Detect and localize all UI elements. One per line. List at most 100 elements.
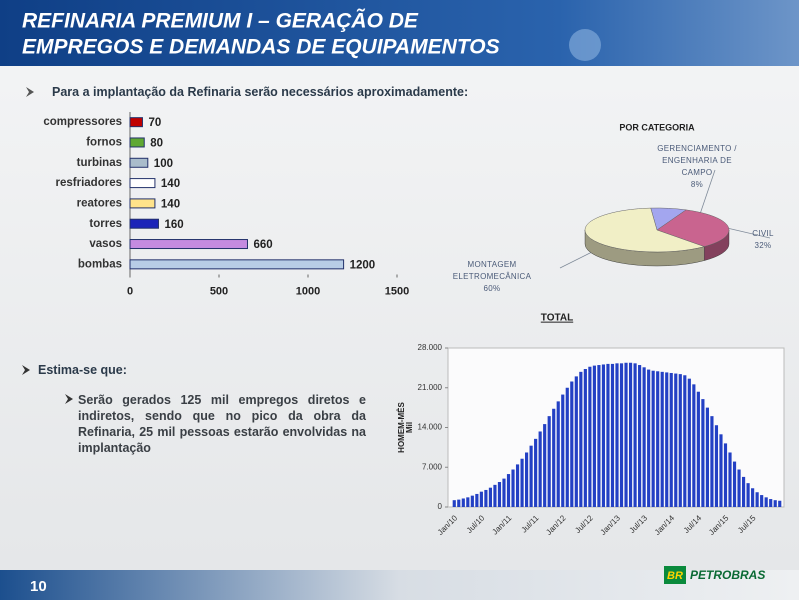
bar bbox=[674, 373, 678, 507]
y-tick-label: compressores bbox=[43, 116, 122, 128]
bar bbox=[610, 363, 615, 507]
bar bbox=[511, 469, 515, 507]
bar bbox=[543, 424, 547, 507]
title-line: REFINARIA PREMIUM I – GERAÇÃO DE bbox=[22, 10, 419, 33]
value-label: 660 bbox=[253, 239, 272, 251]
bar bbox=[597, 365, 601, 507]
bar bbox=[741, 476, 746, 507]
bar bbox=[520, 458, 524, 507]
y-tick-label: 7.000 bbox=[422, 462, 443, 471]
value-label: 160 bbox=[164, 219, 183, 231]
bar bbox=[129, 117, 143, 128]
bar bbox=[751, 488, 755, 507]
bar bbox=[129, 157, 149, 168]
bar bbox=[588, 366, 592, 507]
bar bbox=[683, 375, 687, 507]
x-tick-label: Jul/15 bbox=[736, 513, 758, 535]
bullet-text: Para a implantação da Refinaria serão ne… bbox=[52, 85, 469, 99]
logo-text: PETROBRAS bbox=[690, 568, 765, 582]
bar bbox=[705, 407, 709, 507]
x-tick-label: 0 bbox=[127, 285, 133, 297]
y-tick-label: 0 bbox=[438, 502, 443, 511]
y-tick-label: bombas bbox=[78, 258, 122, 270]
bar bbox=[773, 500, 777, 507]
logo-box bbox=[664, 566, 686, 584]
bar bbox=[678, 374, 682, 507]
bar bbox=[534, 438, 538, 507]
bar bbox=[651, 370, 655, 507]
value-label: 70 bbox=[148, 117, 161, 129]
x-tick-label: Jan/10 bbox=[436, 513, 460, 537]
x-tick-label: Jan/15 bbox=[707, 513, 731, 537]
y-tick-label: vasos bbox=[89, 238, 122, 250]
bar bbox=[457, 499, 461, 507]
y-tick-label: 14.000 bbox=[418, 423, 443, 432]
bar bbox=[461, 498, 465, 507]
y-tick-label: reatores bbox=[77, 197, 122, 209]
bar bbox=[579, 371, 583, 507]
bar bbox=[769, 499, 773, 507]
bar bbox=[669, 372, 673, 507]
bar bbox=[129, 178, 156, 189]
x-tick-label: 1000 bbox=[296, 285, 320, 297]
bar bbox=[760, 495, 764, 507]
bar bbox=[515, 464, 520, 507]
x-tick-label: Jan/12 bbox=[544, 513, 568, 537]
bar bbox=[529, 445, 533, 507]
x-tick-label: Jan/13 bbox=[599, 513, 623, 537]
bar bbox=[656, 371, 660, 507]
bar bbox=[552, 408, 556, 507]
bar bbox=[475, 493, 479, 507]
bar bbox=[547, 416, 551, 507]
chart-title: TOTAL bbox=[541, 313, 573, 324]
bar bbox=[642, 367, 646, 507]
bullet-text: Serão gerados 125 mil empregos diretos e… bbox=[78, 393, 366, 455]
globe-icon bbox=[569, 29, 601, 61]
bar bbox=[502, 478, 506, 507]
bar bbox=[710, 416, 714, 507]
bar bbox=[606, 363, 610, 507]
value-label: 80 bbox=[150, 138, 163, 150]
x-tick-label: 1500 bbox=[385, 285, 409, 297]
x-tick-label: Jul/10 bbox=[465, 513, 487, 535]
bar bbox=[619, 363, 624, 507]
value-label: 140 bbox=[161, 198, 180, 210]
y-tick-label: resfriadores bbox=[56, 177, 122, 189]
y-tick-label: 28.000 bbox=[418, 343, 443, 352]
bar bbox=[470, 495, 474, 507]
x-tick-label: Jul/11 bbox=[519, 513, 540, 534]
bar bbox=[129, 218, 159, 229]
y-tick-label: fornos bbox=[86, 137, 122, 149]
bar bbox=[638, 365, 642, 507]
pie-slice bbox=[656, 209, 730, 261]
x-tick-label: Jan/14 bbox=[653, 513, 677, 537]
y-axis-label: HOMEM-MÊS bbox=[397, 402, 406, 453]
value-label: 140 bbox=[161, 178, 180, 190]
x-tick-label: Jul/13 bbox=[628, 513, 650, 535]
bar bbox=[728, 452, 732, 507]
chart-title: POR CATEGORIA bbox=[619, 122, 695, 132]
bar bbox=[665, 372, 669, 507]
bar bbox=[538, 431, 542, 507]
pie-value-label: 32% bbox=[754, 241, 772, 250]
bar bbox=[556, 401, 560, 507]
bar bbox=[592, 365, 596, 507]
pie-value-label: 60% bbox=[483, 284, 501, 293]
pie-side-shade bbox=[584, 230, 705, 266]
x-tick-label: 500 bbox=[210, 285, 228, 297]
title-line: EMPREGOS E DEMANDAS DE EQUIPAMENTOS bbox=[22, 36, 500, 59]
bar bbox=[561, 394, 565, 507]
header-band bbox=[0, 0, 799, 66]
pie-label: MONTAGEM ELETROMECÂNICA bbox=[452, 260, 532, 281]
page-number: 10 bbox=[30, 578, 47, 595]
bar bbox=[701, 399, 705, 507]
pie-value-label: 8% bbox=[690, 180, 704, 189]
y-tick-label: 21.000 bbox=[418, 383, 443, 392]
bar bbox=[719, 434, 723, 507]
y-tick-label: torres bbox=[89, 218, 122, 230]
bar bbox=[497, 482, 502, 507]
bar bbox=[647, 369, 651, 507]
bar bbox=[714, 425, 719, 507]
bar bbox=[615, 363, 619, 507]
